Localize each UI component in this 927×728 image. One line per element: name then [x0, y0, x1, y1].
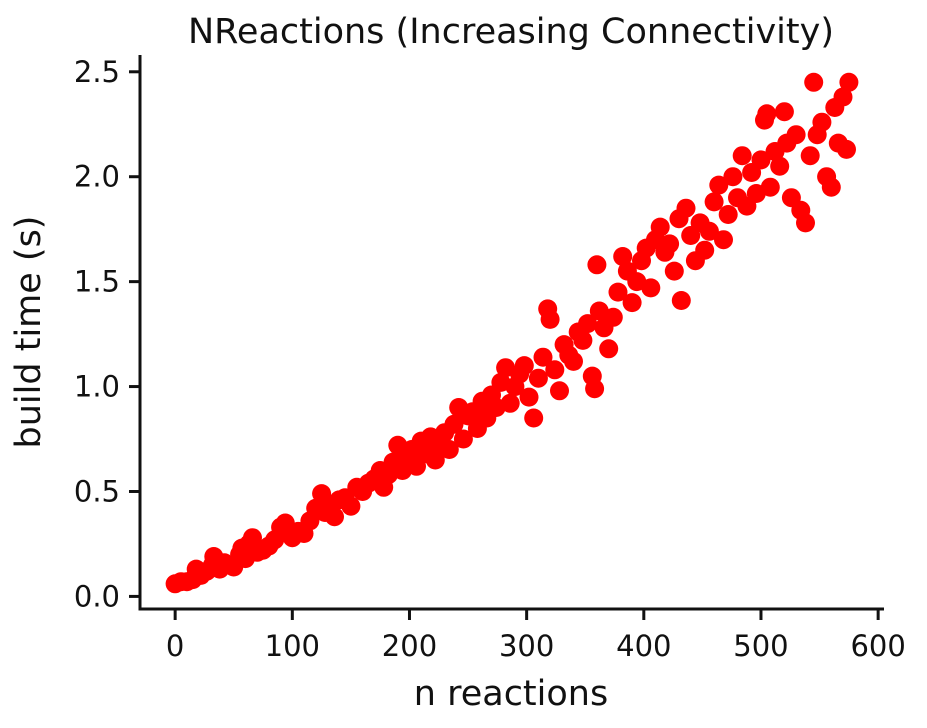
- data-point-89: [587, 255, 607, 275]
- data-point-117: [714, 230, 733, 250]
- y-tick-label-4: 2.0: [74, 160, 120, 194]
- data-point-146: [837, 139, 856, 159]
- data-point-108: [671, 291, 691, 310]
- data-point-140: [812, 112, 832, 132]
- data-point-134: [786, 125, 806, 145]
- data-point-79: [545, 360, 565, 380]
- data-point-73: [519, 387, 539, 407]
- data-point-113: [695, 240, 715, 260]
- y-tick-label-3: 1.5: [74, 265, 120, 299]
- data-point-121: [732, 146, 752, 166]
- data-point-115: [704, 192, 724, 212]
- data-point-95: [613, 247, 633, 266]
- y-axis-ticks: 0.0 0.5 1.0 1.5 2.0 2.5: [74, 55, 140, 613]
- data-point-75: [528, 368, 548, 388]
- data-point-106: [664, 261, 684, 281]
- data-point-114: [699, 221, 719, 241]
- y-axis-label: build time (s): [9, 216, 49, 449]
- y-tick-label-2: 1.0: [74, 370, 120, 404]
- data-point-85: [573, 330, 593, 350]
- data-point-93: [603, 307, 623, 327]
- data-point-128: [760, 177, 780, 197]
- data-point-78: [540, 309, 560, 329]
- x-tick-label-2: 200: [382, 629, 437, 663]
- data-point-57: [444, 414, 464, 434]
- data-point-109: [676, 198, 696, 218]
- data-point-119: [723, 167, 743, 187]
- chart-title: NReactions (Increasing Connectivity): [188, 12, 834, 52]
- data-point-86: [578, 314, 598, 334]
- data-point-59: [453, 429, 473, 449]
- data-point-88: [585, 379, 605, 399]
- data-point-125: [751, 150, 771, 170]
- data-point-147: [839, 72, 859, 92]
- data-point-127: [757, 104, 777, 124]
- data-point-36: [341, 496, 361, 516]
- data-point-94: [608, 282, 628, 302]
- data-point-76: [533, 347, 553, 367]
- data-point-33: [325, 507, 344, 527]
- data-point-136: [796, 213, 815, 233]
- data-point-116: [709, 175, 729, 195]
- data-point-92: [599, 339, 619, 359]
- data-point-145: [833, 87, 853, 107]
- x-tick-label-1: 100: [265, 629, 320, 663]
- x-axis-ticks: 0 100 200 300 400 500 600: [166, 609, 906, 663]
- data-point-137: [800, 146, 820, 166]
- x-tick-label-4: 400: [616, 629, 671, 663]
- data-point-142: [821, 177, 841, 197]
- x-axis-label: n reactions: [414, 674, 608, 714]
- data-point-118: [718, 205, 738, 224]
- data-point-101: [641, 278, 661, 298]
- y-tick-label-1: 0.5: [74, 474, 120, 508]
- data-point-138: [804, 72, 824, 92]
- x-tick-label-0: 0: [166, 629, 184, 663]
- data-point-80: [550, 381, 569, 401]
- x-tick-label-3: 300: [499, 629, 554, 663]
- data-point-105: [660, 234, 680, 254]
- data-point-69: [500, 393, 520, 413]
- data-point-130: [770, 156, 790, 176]
- x-tick-label-6: 600: [850, 629, 905, 663]
- data-point-83: [564, 351, 583, 371]
- x-tick-label-5: 500: [733, 629, 788, 663]
- y-tick-label-5: 2.5: [74, 55, 120, 89]
- data-point-56: [439, 440, 459, 459]
- data-point-103: [650, 217, 670, 237]
- y-tick-label-0: 0.0: [74, 579, 120, 613]
- data-point-17: [243, 528, 262, 548]
- data-point-74: [524, 408, 544, 428]
- data-point-97: [622, 293, 642, 313]
- data-point-72: [514, 356, 534, 376]
- data-points: [165, 72, 859, 594]
- data-point-131: [774, 102, 794, 122]
